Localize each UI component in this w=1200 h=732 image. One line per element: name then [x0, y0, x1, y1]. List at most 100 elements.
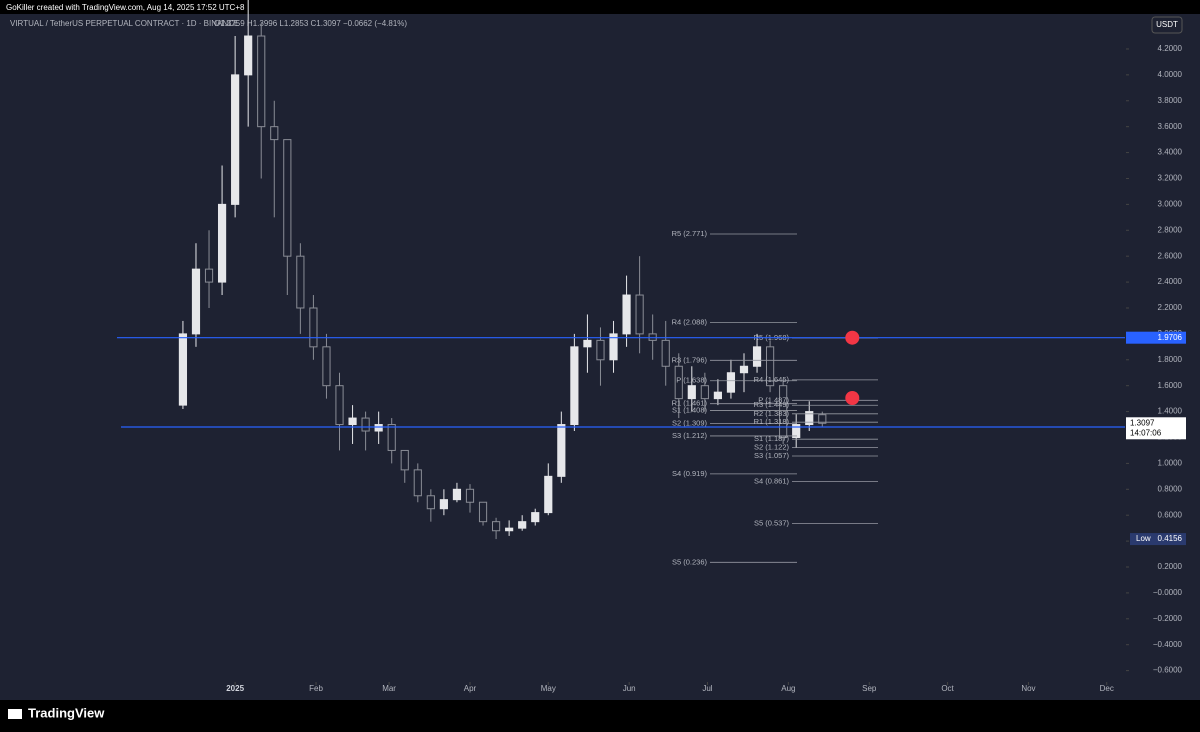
candle-body	[257, 35, 266, 128]
pivot-label: S3 (1.057)	[754, 451, 790, 460]
candle-body	[413, 469, 422, 497]
y-tick-label: −0.0000	[1153, 588, 1183, 597]
low-tag-name: Low	[1136, 534, 1151, 543]
pivot-label: S5 (0.236)	[672, 557, 708, 566]
candle-body	[687, 385, 696, 400]
candle-body	[557, 424, 566, 477]
currency-button[interactable]	[1151, 16, 1183, 34]
x-tick-label: Dec	[1100, 684, 1114, 693]
candle-body	[531, 512, 540, 523]
y-tick-label: 0.8000	[1158, 484, 1183, 493]
y-tick-label: 2.8000	[1158, 225, 1183, 234]
x-tick-label: Apr	[464, 684, 477, 693]
candle-body	[270, 126, 279, 141]
pivot-label: R4 (1.645)	[754, 375, 790, 384]
candle-body	[544, 475, 553, 514]
symbol: VIRTUAL / TetherUS PERPETUAL CONTRACT · …	[10, 19, 239, 28]
marker-dot	[845, 330, 860, 345]
x-tick-label: Jul	[702, 684, 712, 693]
candle-body	[426, 495, 435, 510]
y-tick-label: 1.4000	[1158, 407, 1183, 416]
candle-body	[700, 385, 709, 400]
candle-body	[439, 499, 448, 510]
candle-body	[635, 294, 644, 335]
candle-body	[296, 255, 305, 309]
candle-body	[674, 365, 683, 400]
level-tag-label: 1.9706	[1158, 333, 1183, 342]
y-tick-label: 1.8000	[1158, 355, 1183, 364]
ohlc: O1.3759 H1.3996 L1.2853 C1.3097 −0.0662 …	[214, 19, 407, 28]
x-tick-label: 2025	[226, 684, 244, 693]
candle-body	[752, 346, 762, 367]
y-tick-label: −0.6000	[1153, 666, 1183, 675]
y-tick-label: 3.4000	[1158, 148, 1183, 157]
pivot-label: S2 (1.309)	[672, 418, 708, 427]
low-tag-value: 0.4156	[1158, 534, 1183, 543]
brand: TradingView	[28, 705, 105, 720]
x-tick-label: Mar	[382, 684, 396, 693]
candle-body	[818, 414, 827, 424]
candle-body	[217, 203, 227, 283]
pivot-label: P (1.638)	[676, 376, 707, 385]
price-tag	[1126, 417, 1186, 440]
x-tick-label: Oct	[941, 684, 954, 693]
y-tick-label: 2.2000	[1158, 303, 1183, 312]
y-tick-label: 0.6000	[1158, 510, 1183, 519]
candle-body	[491, 521, 501, 532]
candle-body	[400, 449, 409, 471]
pivot-label: R1 (1.461)	[672, 399, 708, 408]
y-tick-label: 1.0000	[1158, 459, 1183, 468]
pivot-label: S4 (0.861)	[754, 476, 790, 485]
candle-body	[465, 488, 475, 503]
candle-body	[309, 307, 318, 348]
y-tick-label: 3.8000	[1158, 96, 1183, 105]
credit: GoKiller created with TradingView.com, A…	[6, 3, 245, 12]
marker-dot	[845, 390, 860, 405]
pivot-label: R4 (2.088)	[672, 317, 708, 326]
pivot-label: S5 (0.537)	[754, 518, 790, 527]
logo-icon	[8, 709, 22, 719]
candle-body	[609, 333, 618, 361]
candle-body	[779, 385, 788, 438]
candle-body	[348, 417, 357, 426]
candle-body	[766, 346, 775, 387]
x-tick-label: Aug	[781, 684, 795, 693]
y-tick-label: 2.6000	[1158, 251, 1183, 260]
candle-body	[739, 365, 749, 374]
candle-body	[283, 139, 292, 257]
candle-body	[361, 417, 370, 432]
level-tag	[1126, 331, 1186, 344]
candle-body	[204, 268, 214, 283]
y-tick-label: −0.4000	[1153, 640, 1183, 649]
x-tick-label: Sep	[862, 684, 877, 693]
candle-body	[805, 411, 814, 426]
x-tick-label: Nov	[1021, 684, 1035, 693]
y-tick-label: 2.4000	[1158, 277, 1183, 286]
pivot-label: S4 (0.919)	[672, 469, 708, 478]
candle-body	[792, 424, 801, 438]
candle-body	[374, 424, 383, 432]
y-tick-label: 4.2000	[1158, 44, 1183, 53]
x-tick-label: Jun	[623, 684, 636, 693]
pivot-label: R3 (1.796)	[672, 355, 708, 364]
pivot-label: R2 (1.383)	[754, 409, 790, 418]
x-tick-label: Feb	[309, 684, 323, 693]
candle-body	[505, 527, 514, 532]
y-tick-label: 3.2000	[1158, 174, 1183, 183]
pivot-label: S1 (1.408)	[672, 406, 708, 415]
candle-body	[713, 391, 722, 400]
pivot-label: S1 (1.187)	[754, 434, 790, 443]
price-tag-label: 1.3097	[1130, 418, 1155, 427]
candle-body	[322, 346, 331, 387]
countdown: 14:07:06	[1130, 428, 1162, 437]
pivot-label: R5 (2.771)	[672, 229, 708, 238]
currency: USDT	[1156, 20, 1178, 29]
candle-body	[244, 35, 253, 76]
candle-body	[231, 74, 240, 205]
candle-body	[191, 268, 201, 335]
candle-body	[661, 339, 670, 367]
y-tick-label: 3.0000	[1158, 199, 1183, 208]
candle-body	[518, 521, 527, 529]
candle-body	[452, 488, 462, 501]
